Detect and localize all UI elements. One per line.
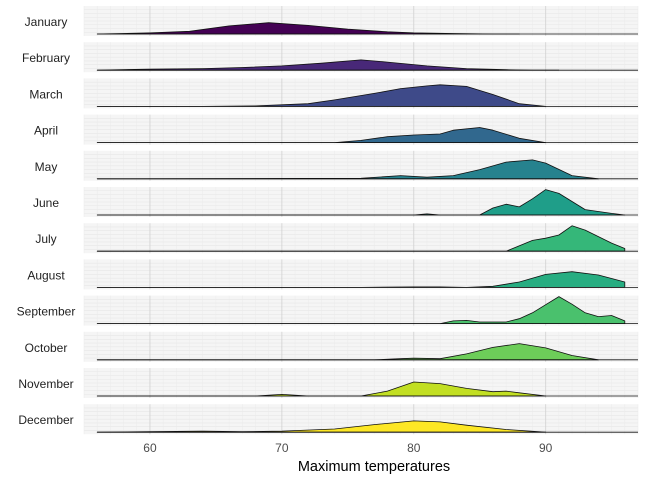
- x-tick-label: 80: [407, 441, 421, 455]
- month-label-october: October: [25, 341, 68, 355]
- x-tick-label: 60: [143, 441, 157, 455]
- ridge-august: [96, 271, 626, 288]
- ridge-september: [96, 296, 626, 324]
- month-label-may: May: [35, 160, 58, 174]
- month-label-december: December: [18, 413, 73, 427]
- ridge-march: [96, 84, 547, 107]
- month-labels: January February March April May June July Augu…: [17, 15, 76, 427]
- month-label-april: April: [34, 124, 58, 138]
- month-label-november: November: [18, 377, 73, 391]
- ridge-may: [96, 159, 599, 180]
- x-axis-title: Maximum temperatures: [298, 459, 450, 475]
- ridge-june: [96, 189, 626, 216]
- x-tick-label: 90: [539, 441, 553, 455]
- ridge-april: [96, 127, 547, 143]
- month-label-march: March: [29, 87, 62, 101]
- month-label-august: August: [27, 268, 65, 282]
- ridge-december: [96, 420, 547, 433]
- ridge-july: [96, 225, 626, 252]
- month-label-september: September: [17, 305, 76, 319]
- month-label-february: February: [22, 51, 70, 65]
- ridge-series: [96, 22, 638, 433]
- ridge-october: [96, 343, 599, 361]
- month-label-june: June: [33, 196, 59, 210]
- x-tick-label: 70: [275, 441, 289, 455]
- ridge-november: [96, 381, 547, 397]
- x-axis-ticks: 60 70 80 90: [143, 441, 552, 455]
- month-label-january: January: [25, 15, 68, 29]
- month-label-july: July: [35, 232, 56, 246]
